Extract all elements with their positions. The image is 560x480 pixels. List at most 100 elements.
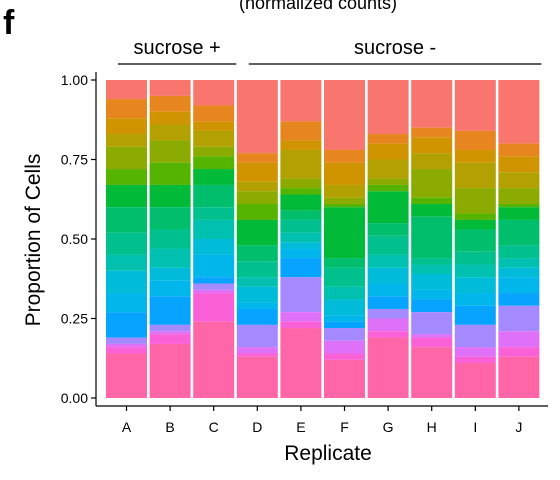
bar-H xyxy=(411,80,453,398)
bar-segment xyxy=(367,235,409,255)
bar-segment xyxy=(498,188,540,205)
bar-segment xyxy=(149,162,191,185)
bar-segment xyxy=(106,80,147,100)
bar-segment xyxy=(411,137,453,154)
x-tick-label: E xyxy=(296,419,305,435)
bar-segment xyxy=(411,169,453,198)
bar-segment xyxy=(149,280,191,297)
y-axis-title: Proportion of Cells xyxy=(22,154,45,327)
bar-segment xyxy=(324,340,365,354)
bar-segment xyxy=(324,315,365,322)
bar-segment xyxy=(411,127,453,138)
bar-segment xyxy=(367,308,409,319)
bar-segment xyxy=(193,219,235,239)
bar-segment xyxy=(411,197,453,205)
chart-subtitle: (normalized counts) xyxy=(239,0,397,13)
bar-segment xyxy=(411,334,453,338)
bar-segment xyxy=(236,261,278,278)
bar-segment xyxy=(106,184,147,208)
bar-C xyxy=(193,80,235,398)
bar-segment xyxy=(149,267,191,281)
panel-letter: f xyxy=(3,4,15,42)
bar-segment xyxy=(280,242,322,249)
bar-segment xyxy=(280,258,322,278)
x-tick-label: J xyxy=(515,419,522,435)
bar-segment xyxy=(236,324,278,348)
bar-segment xyxy=(106,353,147,398)
bar-segment xyxy=(149,207,191,230)
bar-segment xyxy=(411,204,453,217)
bar-segment xyxy=(149,124,191,141)
bar-segment xyxy=(193,239,235,255)
bar-segment xyxy=(324,267,365,287)
bar-segment xyxy=(280,194,322,211)
bar-segment xyxy=(149,229,191,249)
condition-labels: sucrose + sucrose - xyxy=(118,37,542,65)
bar-segment xyxy=(280,149,322,179)
bar-segment xyxy=(411,289,453,300)
bar-segment xyxy=(454,293,496,306)
bar-segment xyxy=(236,219,278,246)
bar-segment xyxy=(498,207,540,220)
y-tick-label: 0.25 xyxy=(61,311,88,327)
bar-segment xyxy=(193,169,235,185)
bar-segment xyxy=(367,337,409,398)
bar-J xyxy=(498,80,540,398)
bar-segment xyxy=(324,353,365,360)
bar-segment xyxy=(280,312,322,322)
bar-segment xyxy=(324,359,365,398)
bar-segment xyxy=(498,293,540,306)
bar-segment xyxy=(236,191,278,205)
bar-segment xyxy=(149,334,191,344)
bar-segment xyxy=(367,184,409,192)
bar-segment xyxy=(149,331,191,335)
bar-segment xyxy=(411,312,453,335)
y-tick-label: 1.00 xyxy=(61,72,88,88)
bar-segment xyxy=(324,80,365,150)
x-axis-title: Replicate xyxy=(284,442,372,465)
bar-segment xyxy=(106,118,147,135)
x-tick-label: F xyxy=(340,419,349,435)
bar-segment xyxy=(498,172,540,189)
bar-segment xyxy=(498,277,540,294)
bar-G xyxy=(367,80,409,398)
bar-segment xyxy=(106,146,147,170)
condition-label: sucrose - xyxy=(354,37,436,59)
bar-segment xyxy=(280,178,322,189)
bar-segment xyxy=(324,328,365,341)
bar-segment xyxy=(454,162,496,189)
condition-label: sucrose + xyxy=(133,37,220,59)
bar-B xyxy=(149,80,191,398)
x-tick-label: H xyxy=(427,419,437,435)
bar-segment xyxy=(193,289,235,294)
bar-segment xyxy=(411,337,453,348)
bar-segment xyxy=(498,156,540,173)
bar-segment xyxy=(236,353,278,357)
bar-E xyxy=(280,80,322,398)
bar-segment xyxy=(193,80,235,106)
bar-segment xyxy=(454,213,496,220)
bar-segment xyxy=(236,286,278,303)
x-axis: A B C D E F G H I J xyxy=(96,405,548,435)
bar-I xyxy=(454,80,496,398)
bar-segment xyxy=(498,347,540,357)
bar-segment xyxy=(280,140,322,150)
bar-segment xyxy=(193,156,235,170)
x-tick-label: D xyxy=(252,419,262,435)
bar-segment xyxy=(236,356,278,398)
bar-segment xyxy=(324,204,365,208)
bar-segment xyxy=(236,80,278,154)
bar-segment xyxy=(106,207,147,233)
bar-segment xyxy=(106,343,147,348)
bar-segment xyxy=(498,356,540,398)
bar-segment xyxy=(193,146,235,157)
y-tick-label: 0.50 xyxy=(61,231,88,247)
bar-segment xyxy=(193,105,235,122)
bar-segment xyxy=(411,258,453,265)
bar-segment xyxy=(106,99,147,119)
bar-segment xyxy=(280,80,322,122)
bar-segment xyxy=(280,248,322,259)
bar-segment xyxy=(324,258,365,268)
bar-segment xyxy=(498,258,540,268)
bar-segment xyxy=(498,219,540,246)
